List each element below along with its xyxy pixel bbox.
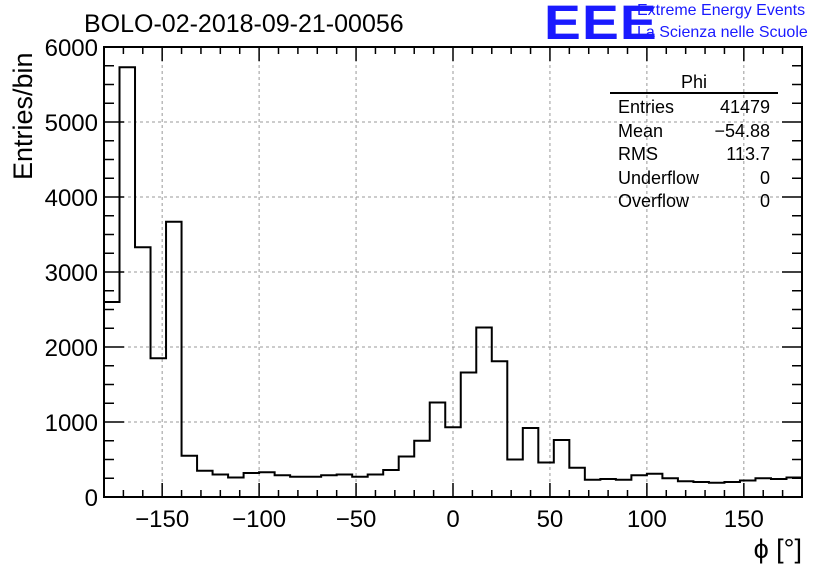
x-tick-label: −50 [336, 506, 377, 533]
x-tick-label: −150 [135, 506, 189, 533]
x-tick-labels: −150 −100 −50 0 50 100 150 [135, 506, 764, 533]
y-tick-label: 3000 [45, 260, 98, 287]
y-tick-label: 0 [85, 485, 98, 512]
grid-lines [104, 47, 802, 497]
x-tick-label: 100 [627, 506, 667, 533]
x-tick-label: 50 [537, 506, 564, 533]
y-axis-label: Entries/bin [8, 52, 38, 180]
logo-subtitle-2: La Scienza nelle Scuole [637, 24, 808, 41]
stats-key: Mean [618, 120, 664, 141]
y-tick-label: 1000 [45, 410, 98, 437]
y-tick-labels: 0 1000 2000 3000 4000 5000 6000 [45, 35, 98, 512]
x-tick-label: 0 [446, 506, 459, 533]
stats-value: 0 [759, 167, 770, 188]
y-tick-label: 2000 [45, 335, 98, 362]
stats-key: RMS [618, 144, 658, 164]
x-axis-label: ϕ [°] [753, 534, 802, 564]
stats-box: Phi Entries 41479 Mean −54.88 RMS 113.7 … [610, 72, 778, 214]
eee-logo: EEE [544, 0, 658, 50]
histogram-series [103, 66, 803, 497]
stats-box-divider [610, 92, 778, 94]
logo-subtitle-1: Extreme Energy Events [637, 2, 806, 19]
x-tick-label: −100 [232, 506, 286, 533]
stats-row-overflow: Overflow 0 [610, 190, 778, 214]
y-tick-label: 4000 [45, 185, 98, 212]
axis-ticks [103, 46, 803, 498]
stats-row-rms: RMS 113.7 [610, 143, 778, 167]
y-tick-label: 6000 [45, 35, 98, 62]
stats-key: Underflow [618, 167, 700, 188]
x-tick-label: 150 [724, 506, 764, 533]
stats-value: 41479 [719, 97, 770, 117]
chart-title: BOLO-02-2018-09-21-00056 [84, 10, 404, 38]
stats-row-underflow: Underflow 0 [610, 167, 778, 191]
y-tick-label: 5000 [45, 110, 98, 137]
stats-key: Overflow [618, 191, 690, 211]
stats-value: 0 [759, 191, 770, 211]
stats-key: Entries [618, 97, 675, 117]
stats-value: −54.88 [714, 120, 770, 141]
stats-value: 113.7 [726, 144, 770, 164]
stats-box-title: Phi [680, 72, 707, 92]
stats-row-mean: Mean −54.88 [610, 120, 778, 144]
stats-row-entries: Entries 41479 [610, 96, 778, 120]
